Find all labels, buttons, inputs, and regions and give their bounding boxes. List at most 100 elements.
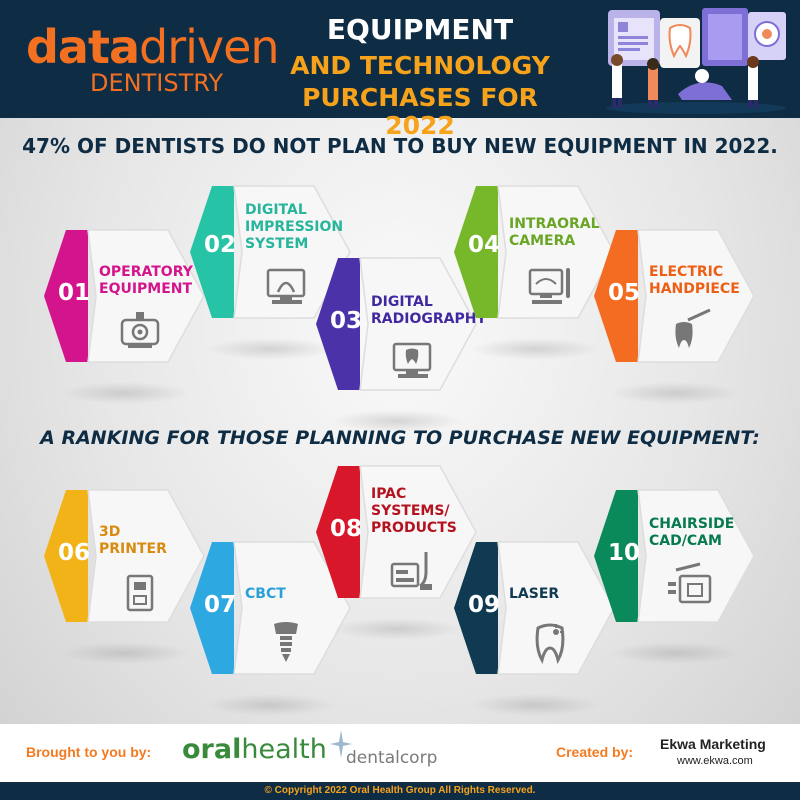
tile-09-label: LASER <box>509 586 559 603</box>
tile-01-reflection <box>60 382 190 404</box>
logo-thin-text: driven <box>139 20 280 74</box>
section-1-heading: 47% OF DENTISTS DO NOT PLAN TO BUY NEW E… <box>22 134 778 158</box>
tile-06-label-line1: 3D <box>99 524 121 540</box>
tile-01-number: 01 <box>57 280 90 306</box>
dental-team-illustration-icon <box>606 8 786 114</box>
tile-01: 01 OPERATORY EQUIPMENT <box>44 216 205 376</box>
title-line-2: AND TECHNOLOGY <box>290 51 550 80</box>
xray-monitor-icon <box>392 342 432 378</box>
tile-07-shape <box>190 541 351 675</box>
tile-04-shape <box>454 185 615 319</box>
tile-01-label-line2: EQUIPMENT <box>99 281 193 297</box>
tile-08-label-line3: PRODUCTS <box>371 520 457 536</box>
tile-09: 09 LASER <box>454 528 615 688</box>
tile-07-number: 07 <box>203 592 236 618</box>
laser-tooth-icon <box>535 623 565 664</box>
tile-02: 02 DIGITAL IMPRESSION SYSTEM <box>190 172 351 332</box>
dental-implant-icon <box>274 622 298 662</box>
dentalcorp-logo: dentalcorp <box>346 748 438 768</box>
operatory-chair-icon <box>120 312 160 348</box>
sterilizer-icon <box>390 552 432 590</box>
tile-02-label: DIGITAL IMPRESSION SYSTEM <box>245 202 343 253</box>
handpiece-tooth-icon <box>675 308 711 348</box>
oralhealth-thin: health <box>241 734 327 765</box>
tile-04-number: 04 <box>467 232 500 258</box>
tile-10: 10 CHAIRSIDE CAD/CAM <box>594 476 755 636</box>
ekwa-url: www.ekwa.com <box>677 755 753 767</box>
tile-05-reflection <box>610 382 740 404</box>
oralhealth-logo: oralhealth <box>182 734 327 765</box>
tile-03: 03 DIGITAL RADIOGRAPHY <box>316 244 487 404</box>
tile-10-label-line2: CAD/CAM <box>649 533 722 549</box>
tile-10-reflection <box>610 642 740 664</box>
tile-08-number: 08 <box>329 516 362 542</box>
tile-01-label-line1: OPERATORY <box>99 264 193 280</box>
tile-08-shape <box>316 465 477 599</box>
tile-06-label-line2: PRINTER <box>99 541 167 557</box>
tile-09-number: 09 <box>467 592 500 618</box>
printer-3d-icon <box>126 574 154 612</box>
logo-bold-text: data <box>26 20 140 74</box>
section-2-heading: A RANKING FOR THOSE PLANNING TO PURCHASE… <box>40 427 760 449</box>
tile-08-reflection <box>332 618 462 640</box>
tile-04-label-line2: CAMERA <box>509 233 576 249</box>
tile-10-number: 10 <box>607 540 640 566</box>
tile-03-reflection <box>332 410 462 432</box>
tile-09-reflection <box>470 694 600 716</box>
tile-03-label-line1: DIGITAL <box>371 294 433 310</box>
tile-02-number: 02 <box>203 232 236 258</box>
copyright-bar: © Copyright 2022 Oral Health Group All R… <box>0 782 800 800</box>
ekwa-marketing-name: Ekwa Marketing <box>660 736 766 752</box>
tile-08-label-line2: SYSTEMS/ <box>371 503 450 519</box>
tile-06: 06 3D PRINTER <box>44 476 205 636</box>
tile-06-label: 3D PRINTER <box>99 524 167 558</box>
tile-10-shape <box>594 489 755 623</box>
tile-09-label-line1: LASER <box>509 586 560 602</box>
title-line-3: PURCHASES FOR 2022 <box>302 83 538 140</box>
tile-03-label: DIGITAL RADIOGRAPHY <box>371 294 487 328</box>
impression-scanner-icon <box>266 268 306 304</box>
logo-subtitle: DENTISTRY <box>90 69 224 97</box>
tile-04: 04 INTRAORAL CAMERA <box>454 172 615 332</box>
tile-08: 08 IPAC SYSTEMS/ PRODUCTS <box>316 452 477 612</box>
tile-05: 05 ELECTRIC HANDPIECE <box>594 216 755 376</box>
tile-05-shape <box>594 229 755 363</box>
tile-04-label: INTRAORAL CAMERA <box>509 216 600 250</box>
footer: Brought to you by: oralhealth dentalcorp… <box>0 724 800 782</box>
tile-07-label: CBCT <box>245 586 286 603</box>
tile-08-label-line1: IPAC <box>371 486 407 502</box>
created-by-label: Created by: <box>556 744 634 760</box>
oralhealth-bold: oral <box>182 734 242 765</box>
title-line-1: EQUIPMENT <box>326 13 514 46</box>
tile-05-label-line2: HANDPIECE <box>649 281 740 297</box>
tile-01-label: OPERATORY EQUIPMENT <box>99 264 193 298</box>
tile-05-label: ELECTRIC HANDPIECE <box>649 264 740 298</box>
tile-05-number: 05 <box>607 280 640 306</box>
tile-03-shape <box>316 257 477 391</box>
tile-09-shape <box>454 541 615 675</box>
dentalcorp-star-icon <box>330 730 352 758</box>
logo: datadriven <box>26 24 280 70</box>
tile-07-label-line1: CBCT <box>245 586 286 602</box>
tile-02-label-line2: IMPRESSION <box>245 219 344 235</box>
tile-10-label: CHAIRSIDE CAD/CAM <box>649 516 734 550</box>
tile-07-reflection <box>206 694 336 716</box>
cad-cam-mill-icon <box>668 562 712 604</box>
tile-07: 07 CBCT <box>190 528 351 688</box>
intraoral-camera-icon <box>528 268 570 304</box>
tile-06-shape <box>44 489 205 623</box>
header-banner: datadriven DENTISTRY EQUIPMENT AND TECHN… <box>0 0 800 140</box>
tile-06-reflection <box>60 642 190 664</box>
tile-10-label-line1: CHAIRSIDE <box>649 516 735 532</box>
tile-03-number: 03 <box>329 308 362 334</box>
brought-by-label: Brought to you by: <box>26 744 152 760</box>
tile-02-shape <box>190 185 351 319</box>
tile-05-label-line1: ELECTRIC <box>649 264 724 280</box>
tile-08-label: IPAC SYSTEMS/ PRODUCTS <box>371 486 457 537</box>
tile-01-shape <box>44 229 205 363</box>
tile-02-reflection <box>206 338 336 360</box>
tile-02-label-line3: SYSTEM <box>245 236 309 252</box>
tile-03-label-line2: RADIOGRAPHY <box>371 311 487 327</box>
tile-02-label-line1: DIGITAL <box>245 202 307 218</box>
tile-04-label-line1: INTRAORAL <box>509 216 600 232</box>
